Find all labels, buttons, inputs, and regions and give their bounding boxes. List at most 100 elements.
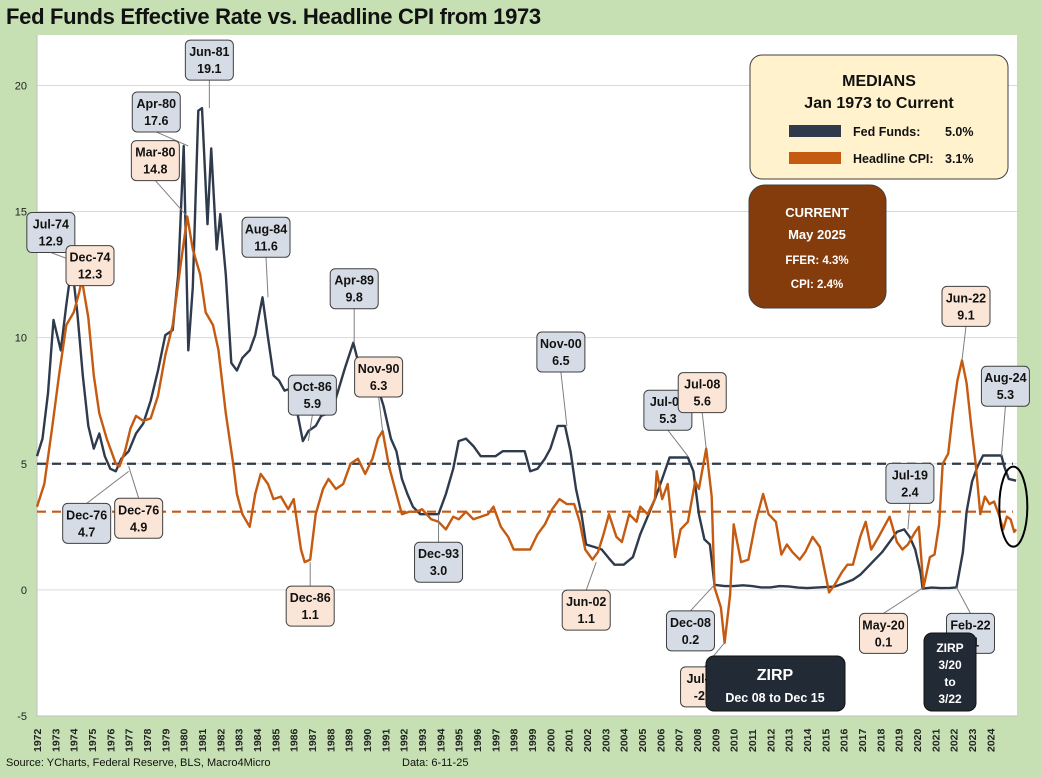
callout-box bbox=[65, 245, 115, 287]
x-tick-label: 1997 bbox=[490, 728, 502, 752]
callout-box bbox=[980, 365, 1030, 407]
callout-leader bbox=[956, 587, 971, 614]
callout-date: Jun-81 bbox=[189, 45, 229, 59]
x-tick-label: 1980 bbox=[179, 728, 191, 752]
callout-date: Dec-74 bbox=[70, 251, 111, 265]
x-tick-label: 2020 bbox=[912, 728, 924, 752]
callout-value: 5.6 bbox=[694, 395, 711, 409]
x-tick-label: 1988 bbox=[325, 728, 337, 752]
x-tick-label: 1974 bbox=[69, 728, 81, 752]
y-tick-label: 0 bbox=[21, 585, 27, 597]
callout-box bbox=[131, 91, 181, 133]
x-tick-label: 1983 bbox=[234, 728, 246, 752]
callout-leader bbox=[667, 429, 689, 457]
callout-leader bbox=[154, 180, 188, 217]
zirp-box-2 bbox=[923, 632, 977, 712]
x-tick-label: 2001 bbox=[564, 728, 576, 752]
x-tick-label: 1985 bbox=[270, 728, 282, 752]
x-tick-label: 2013 bbox=[784, 728, 796, 752]
callout-box bbox=[114, 497, 164, 539]
callout-leader bbox=[1000, 406, 1006, 457]
callout-leader bbox=[265, 257, 269, 298]
callout-leader bbox=[378, 396, 384, 432]
legend-label: Fed Funds: bbox=[853, 125, 920, 139]
callout-date: Dec-76 bbox=[118, 503, 159, 517]
callout-date: Nov-00 bbox=[540, 337, 582, 351]
x-tick-label: 1981 bbox=[197, 728, 209, 752]
callout-value: 12.9 bbox=[39, 235, 63, 249]
callout-date: Jul-07 bbox=[650, 395, 686, 409]
callout-box bbox=[665, 610, 715, 652]
callout-box bbox=[285, 585, 335, 627]
callout-date: Jun-02 bbox=[566, 595, 606, 609]
footer-date: Data: 6-11-25 bbox=[402, 757, 469, 769]
x-tick-label: 1994 bbox=[435, 728, 447, 752]
x-tick-label: 2004 bbox=[619, 728, 631, 752]
callout-date: Aug-24 bbox=[984, 371, 1026, 385]
callout-leader bbox=[690, 584, 715, 612]
x-tick-label: 2010 bbox=[729, 728, 741, 752]
callout-leader bbox=[560, 371, 568, 426]
callout-box bbox=[287, 374, 337, 416]
callout-leader bbox=[86, 470, 129, 504]
callout-box bbox=[677, 372, 727, 414]
callout-value: 9.8 bbox=[345, 291, 362, 305]
x-tick-label: 1986 bbox=[289, 728, 301, 752]
callout-date: Dec-86 bbox=[290, 591, 331, 605]
callout-box bbox=[130, 140, 180, 182]
x-tick-label: 2011 bbox=[747, 729, 759, 752]
callout-value: 4.7 bbox=[78, 525, 95, 539]
x-tick-label: 1987 bbox=[307, 728, 319, 752]
zirp2-to: to bbox=[944, 675, 955, 689]
callout-value: 6.5 bbox=[552, 354, 569, 368]
callout-leader bbox=[907, 503, 911, 530]
chart-title: Fed Funds Effective Rate vs. Headline CP… bbox=[6, 4, 541, 29]
x-tick-label: 2002 bbox=[582, 728, 594, 752]
callout-date: Dec-93 bbox=[418, 547, 459, 561]
x-tick-label: 2006 bbox=[655, 728, 667, 752]
x-tick-label: 2018 bbox=[875, 728, 887, 752]
zirp-box bbox=[705, 655, 846, 712]
current-box bbox=[748, 184, 887, 309]
callout-leader bbox=[585, 561, 597, 591]
callout-value: 12.3 bbox=[78, 268, 102, 282]
legend-subtitle: Jan 1973 to Current bbox=[804, 95, 954, 112]
y-tick-label: -5 bbox=[17, 711, 27, 723]
current-cpi: CPI: 2.4% bbox=[791, 279, 843, 291]
callout-box bbox=[329, 268, 379, 310]
x-tick-label: 1984 bbox=[252, 728, 264, 752]
callout-date: Oct-86 bbox=[293, 380, 332, 394]
x-tick-label: 1978 bbox=[142, 728, 154, 752]
callout-box bbox=[941, 285, 991, 327]
callout-date: Apr-89 bbox=[334, 274, 374, 288]
x-tick-label: 1973 bbox=[50, 728, 62, 752]
callout-leader bbox=[961, 326, 967, 361]
callout-date: Feb-22 bbox=[950, 618, 990, 632]
callout-box bbox=[536, 331, 586, 373]
y-tick-label: 10 bbox=[15, 333, 27, 345]
callout-leader bbox=[883, 586, 924, 614]
callout-value: 5.3 bbox=[659, 412, 676, 426]
callout-box bbox=[885, 462, 935, 504]
callout-date: Jul-08 bbox=[684, 378, 720, 392]
x-tick-label: 1993 bbox=[417, 728, 429, 752]
callout-date: Aug-84 bbox=[245, 222, 287, 236]
callout-value: 14.8 bbox=[143, 163, 167, 177]
zirp2-label: ZIRP bbox=[936, 641, 963, 655]
callout-box bbox=[26, 212, 76, 254]
y-tick-label: 5 bbox=[21, 459, 27, 471]
callout-value: 6.3 bbox=[370, 379, 387, 393]
callout-value: 1.1 bbox=[301, 608, 318, 622]
x-tick-label: 2019 bbox=[894, 728, 906, 752]
x-tick-label: 2009 bbox=[710, 728, 722, 752]
callout-value: 5.3 bbox=[997, 388, 1014, 402]
x-tick-label: 1982 bbox=[215, 728, 227, 752]
x-tick-label: 2016 bbox=[839, 728, 851, 752]
callout-value: 3.0 bbox=[430, 564, 447, 578]
footer-source: Source: YCharts, Federal Reserve, BLS, M… bbox=[6, 757, 271, 769]
y-tick-label: 20 bbox=[15, 80, 27, 92]
current-date: May 2025 bbox=[788, 227, 846, 242]
callout-value: 5.9 bbox=[304, 397, 321, 411]
callout-date: Jun-22 bbox=[946, 291, 986, 305]
x-tick-label: 2017 bbox=[857, 728, 869, 752]
